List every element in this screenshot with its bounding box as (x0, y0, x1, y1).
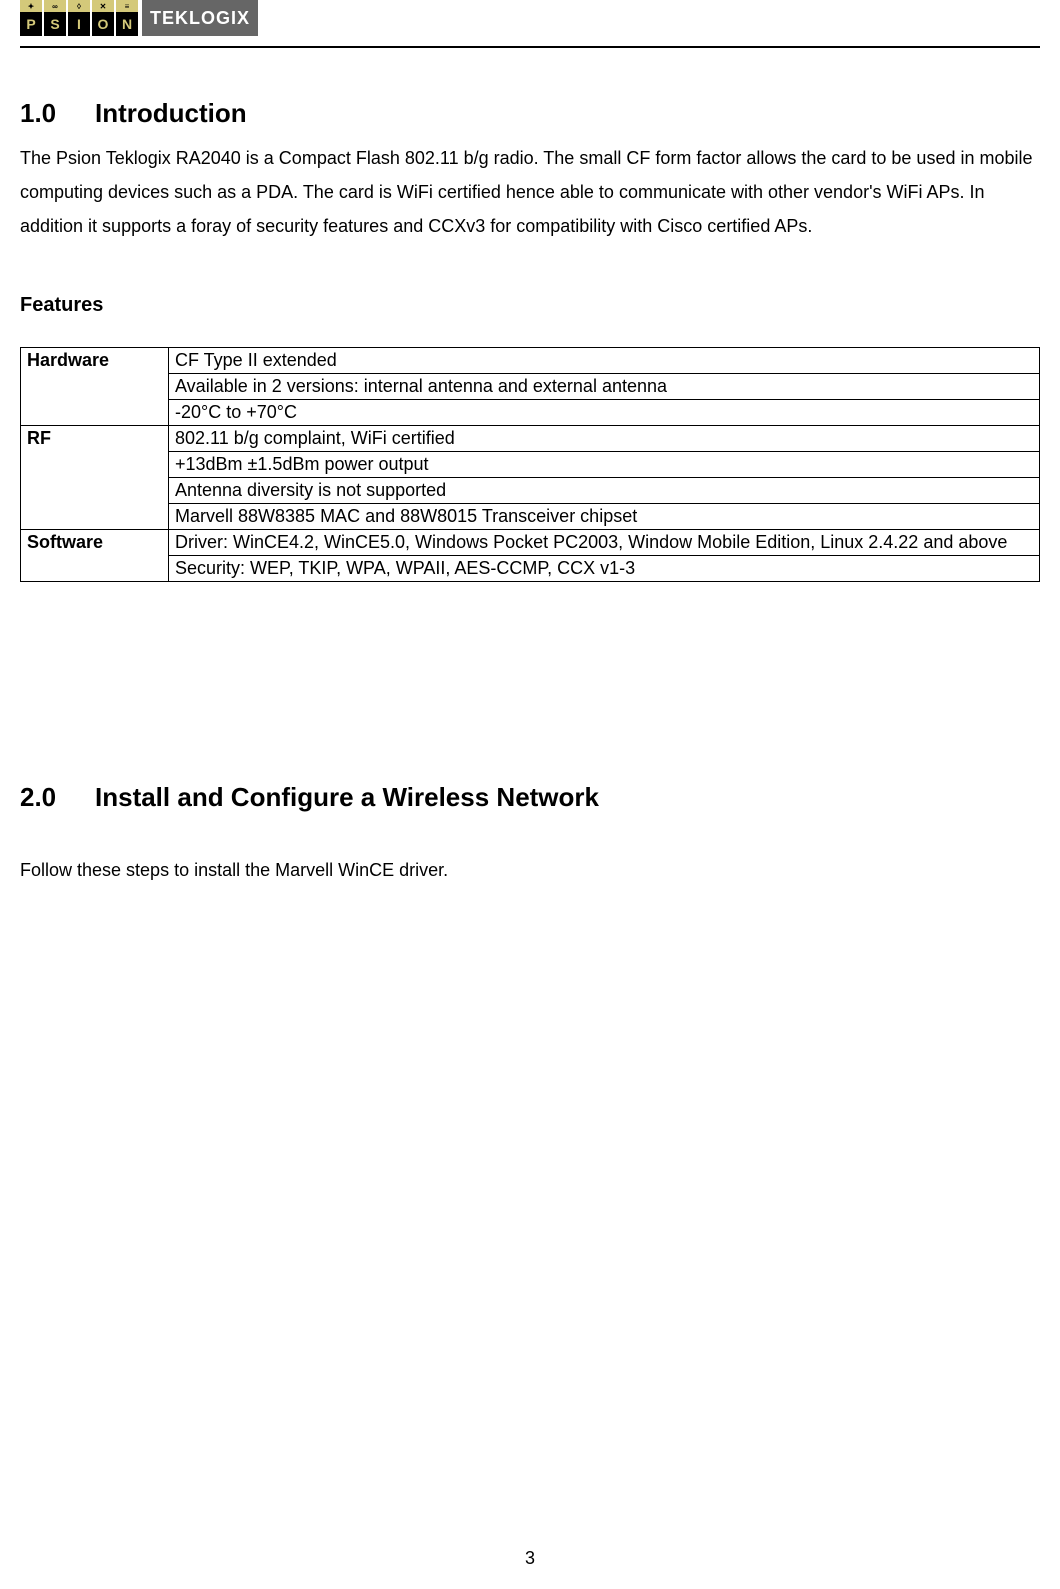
section-2-paragraph: Follow these steps to install the Marvel… (20, 853, 1040, 887)
table-row: Marvell 88W8385 MAC and 88W8015 Transcei… (21, 503, 1040, 529)
logo-letter: N (116, 12, 138, 36)
section-2-heading: 2.0Install and Configure a Wireless Netw… (20, 782, 1040, 813)
logo-letter: P (20, 12, 42, 36)
table-cell: Antenna diversity is not supported (169, 477, 1040, 503)
page-number: 3 (525, 1548, 535, 1569)
table-group-label: Hardware (21, 347, 169, 425)
features-heading: Features (20, 294, 1040, 317)
logo-psion: ✦P ∞S ◊I ✕O ≡N (20, 0, 138, 36)
section-2-number: 2.0 (20, 782, 95, 813)
section-1-paragraph: The Psion Teklogix RA2040 is a Compact F… (20, 141, 1040, 244)
table-cell: Driver: WinCE4.2, WinCE5.0, Windows Pock… (169, 529, 1040, 555)
table-group-label: Software (21, 529, 169, 581)
page-header: ✦P ∞S ◊I ✕O ≡N TEKLOGIX (20, 0, 1040, 44)
table-group-label: RF (21, 425, 169, 529)
section-2-title: Install and Configure a Wireless Network (95, 782, 599, 812)
table-cell: CF Type II extended (169, 347, 1040, 373)
table-row: +13dBm ±1.5dBm power output (21, 451, 1040, 477)
section-1-title: Introduction (95, 98, 247, 128)
table-cell: 802.11 b/g complaint, WiFi certified (169, 425, 1040, 451)
section-1-number: 1.0 (20, 98, 95, 129)
logo: ✦P ∞S ◊I ✕O ≡N TEKLOGIX (20, 0, 258, 36)
table-row: -20°C to +70°C (21, 399, 1040, 425)
logo-letter: S (44, 12, 66, 36)
features-table: HardwareCF Type II extendedAvailable in … (20, 347, 1040, 582)
table-row: RF802.11 b/g complaint, WiFi certified (21, 425, 1040, 451)
table-cell: Marvell 88W8385 MAC and 88W8015 Transcei… (169, 503, 1040, 529)
logo-letter: O (92, 12, 114, 36)
table-row: Security: WEP, TKIP, WPA, WPAII, AES-CCM… (21, 555, 1040, 581)
table-cell: +13dBm ±1.5dBm power output (169, 451, 1040, 477)
table-row: SoftwareDriver: WinCE4.2, WinCE5.0, Wind… (21, 529, 1040, 555)
table-cell: -20°C to +70°C (169, 399, 1040, 425)
table-cell: Available in 2 versions: internal antenn… (169, 373, 1040, 399)
section-1-heading: 1.0Introduction (20, 98, 1040, 129)
table-row: HardwareCF Type II extended (21, 347, 1040, 373)
table-row: Available in 2 versions: internal antenn… (21, 373, 1040, 399)
logo-brand: TEKLOGIX (142, 0, 258, 36)
table-cell: Security: WEP, TKIP, WPA, WPAII, AES-CCM… (169, 555, 1040, 581)
table-row: Antenna diversity is not supported (21, 477, 1040, 503)
header-divider (20, 46, 1040, 48)
logo-letter: I (68, 12, 90, 36)
